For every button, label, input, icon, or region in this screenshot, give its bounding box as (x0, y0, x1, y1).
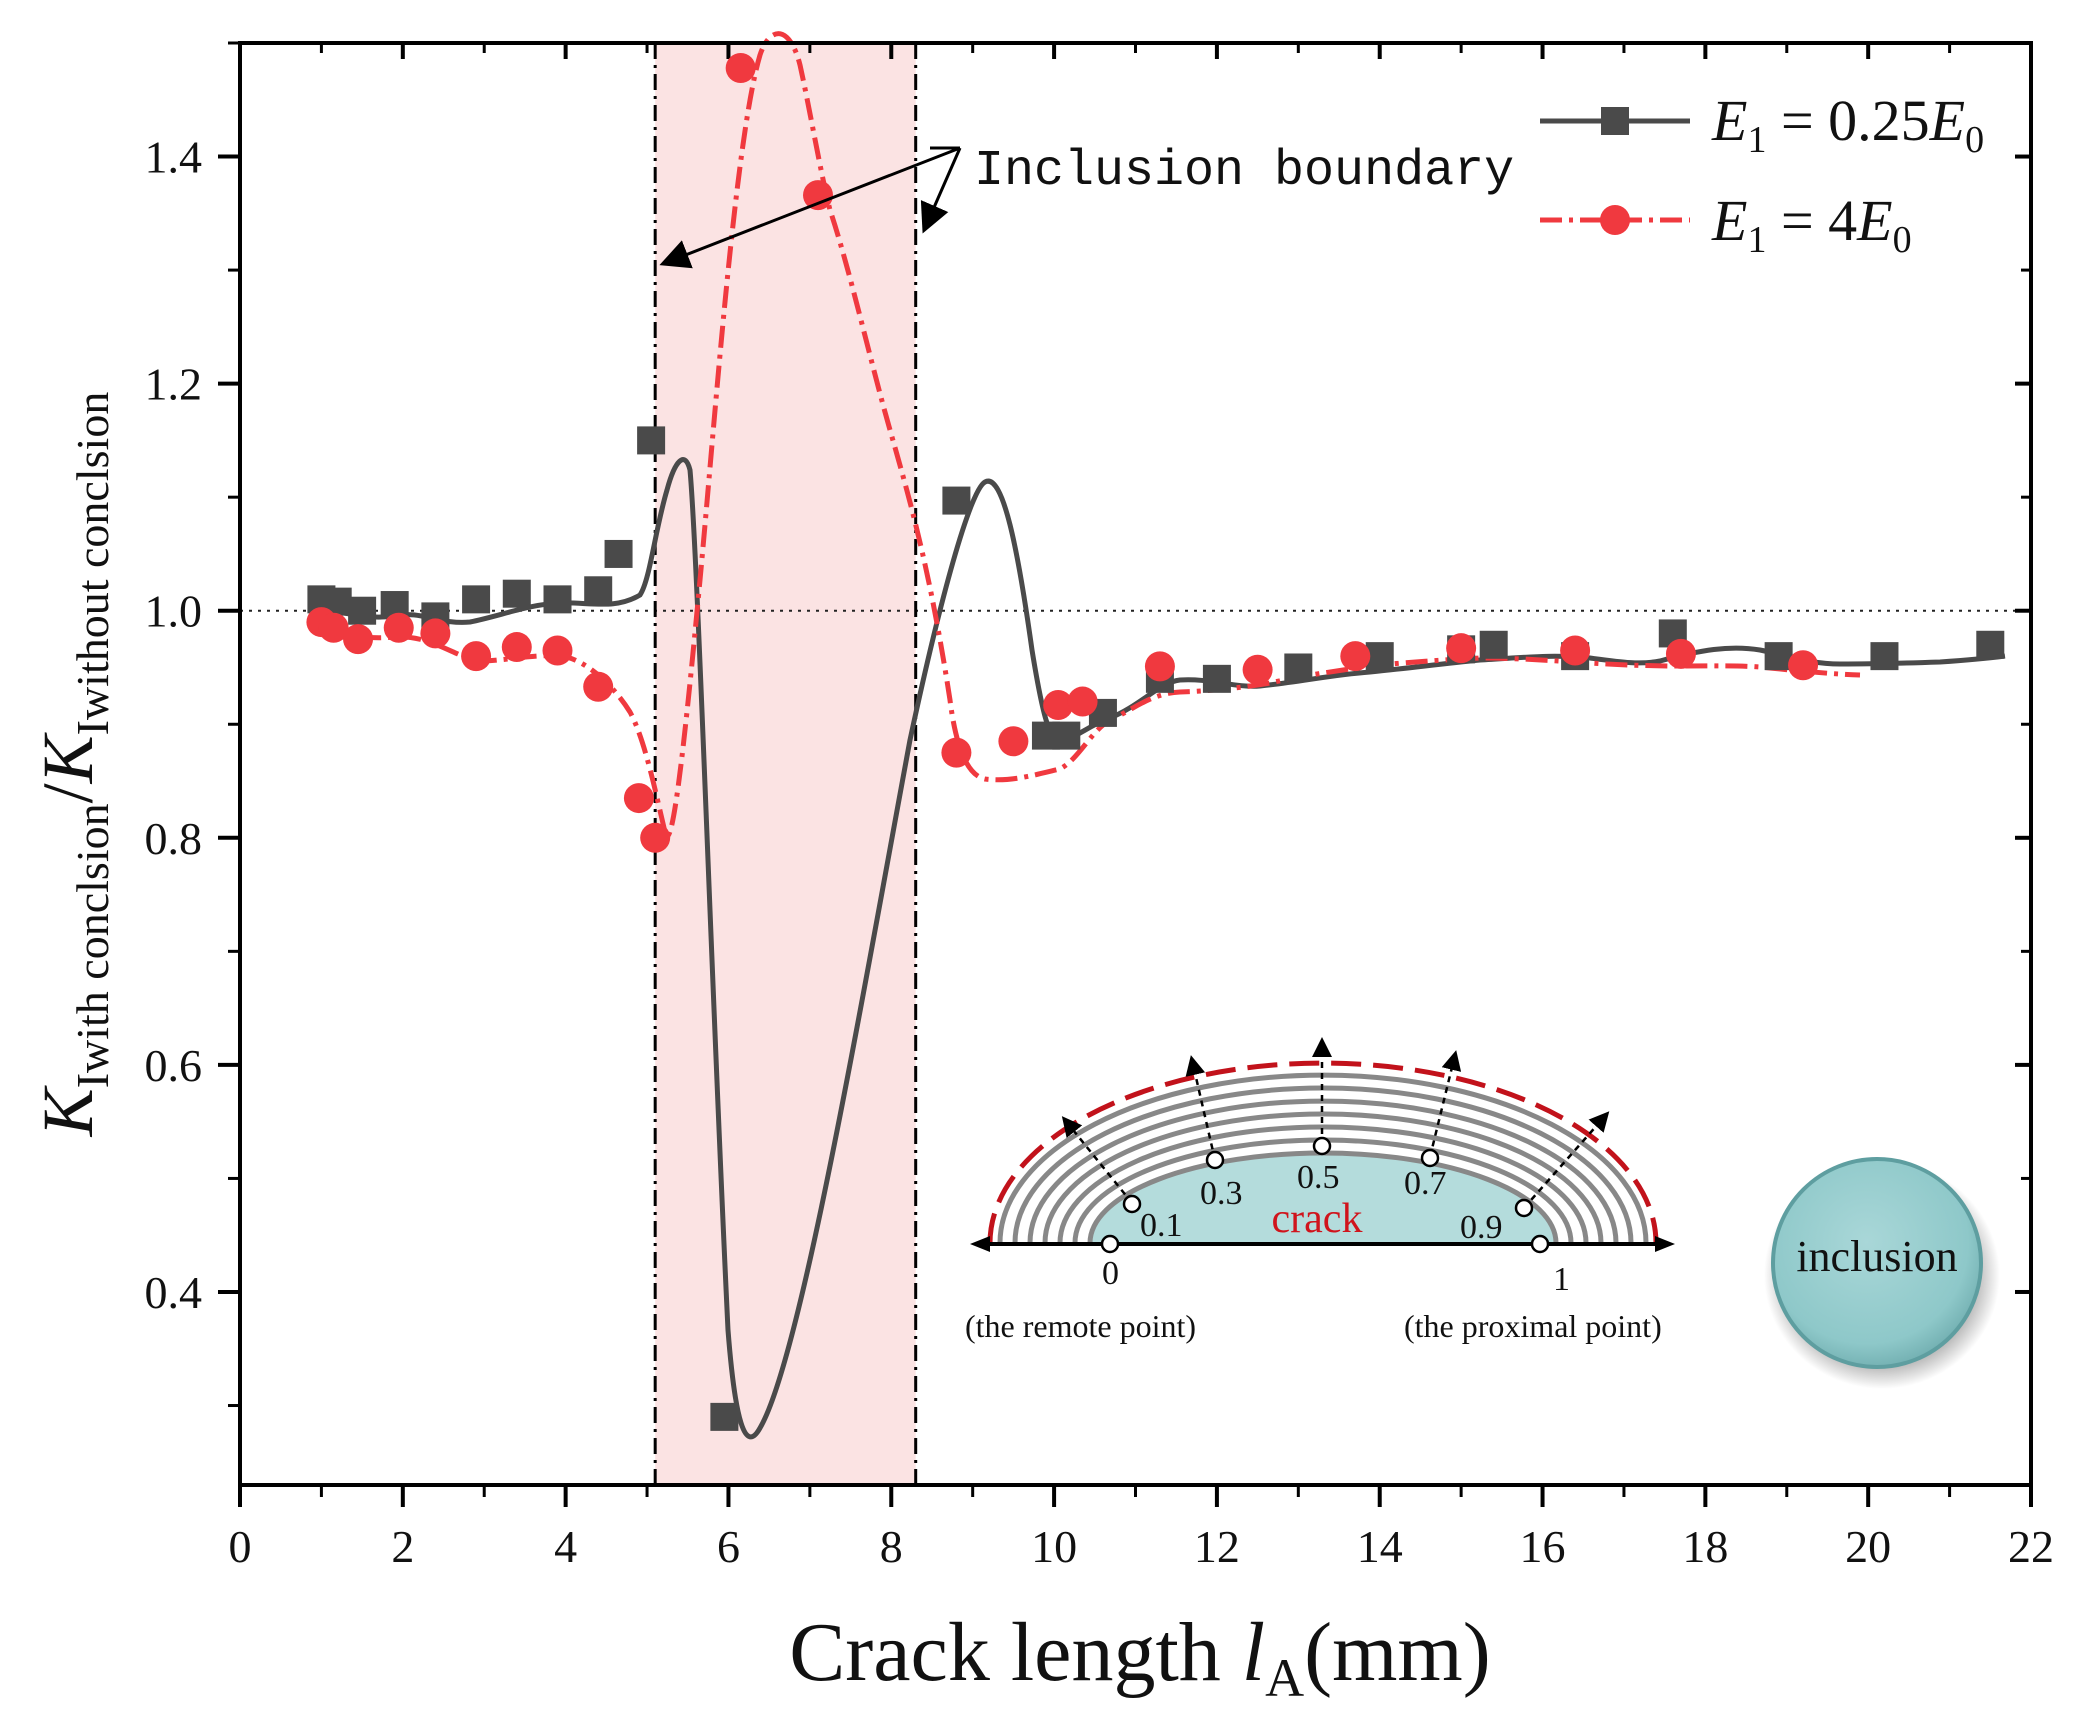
data-point-circle (998, 726, 1029, 757)
series-line-e1-4e0 (319, 31, 1861, 839)
data-point-square (710, 1402, 739, 1431)
inclusion-circle: inclusion (1764, 1157, 2000, 1389)
y-axis-label: KIwith conclsion/KIwithout conclsion (28, 392, 118, 1138)
data-point-circle (725, 52, 756, 83)
svg-text:0.5: 0.5 (1297, 1159, 1340, 1196)
data-point-circle (1788, 650, 1819, 681)
data-point-circle (941, 737, 972, 768)
legend-entry-e1-0.25e0: E1 = 0.25E0 (1540, 88, 1984, 161)
data-point-circle (1560, 635, 1591, 666)
data-point-square (502, 579, 531, 608)
inclusion-label: inclusion (1796, 1232, 1957, 1281)
data-point-circle (383, 612, 414, 643)
data-point-circle (542, 635, 573, 666)
data-point-square (1870, 642, 1899, 671)
data-point-square (1284, 653, 1313, 682)
x-tick-label: 12 (1194, 1521, 1240, 1572)
x-tick-label: 16 (1520, 1521, 1566, 1572)
svg-text:0.9: 0.9 (1460, 1209, 1503, 1246)
axes: 0 2 4 6 8 10 12 14 16 18 20 220.40.60.81.01.21.4 (145, 41, 2054, 1572)
data-point-circle (461, 641, 492, 672)
data-point-circle (1043, 689, 1074, 720)
x-tick-label: 6 (717, 1521, 740, 1572)
data-point-circle (1340, 641, 1371, 672)
x-axis-label: Crack length lA(mm) (789, 1606, 1491, 1708)
data-point-circle (583, 671, 614, 702)
y-tick-label: 1.0 (145, 586, 203, 637)
x-tick-label: 2 (391, 1521, 414, 1572)
data-point-square (348, 596, 377, 625)
inclusion-boundary-annotation: Inclusion boundary (659, 143, 1514, 269)
x-tick-label: 14 (1357, 1521, 1403, 1572)
data-point-square (1202, 664, 1231, 693)
data-point-circle (1665, 638, 1696, 669)
data-point-square (462, 585, 491, 614)
data-point-circle (420, 618, 451, 649)
y-tick-label: 0.4 (145, 1267, 203, 1318)
svg-text:E1 = 0.25E0: E1 = 0.25E0 (1711, 88, 1984, 161)
data-point-square (942, 486, 971, 515)
crack-inset-diagram: 0 0.1 0.3 0.5 0.7 0.9 1 crack (the remot… (965, 1037, 1675, 1344)
x-tick-label: 18 (1682, 1521, 1728, 1572)
data-point-square (543, 585, 572, 614)
proximal-point-label: (the proximal point) (1404, 1308, 1662, 1344)
data-point-square (1052, 721, 1081, 750)
x-tick-label: 22 (2008, 1521, 2054, 1572)
y-tick-label: 1.4 (145, 132, 203, 183)
crack-label: crack (1272, 1196, 1363, 1242)
svg-text:0: 0 (1102, 1255, 1119, 1292)
x-tick-label: 8 (880, 1521, 903, 1572)
data-point-circle (318, 612, 349, 643)
data-point-square (584, 576, 613, 605)
data-point-circle (501, 632, 532, 663)
remote-point-label: (the remote point) (965, 1308, 1196, 1344)
inclusion-region (655, 43, 916, 1485)
plot-frame (238, 41, 2033, 1487)
data-point-circle (803, 180, 834, 211)
data-point-circle (343, 624, 374, 655)
y-tick-label: 0.8 (145, 813, 203, 864)
y-tick-label: 0.6 (145, 1040, 203, 1091)
data-point-circle (1067, 686, 1098, 717)
data-point-square (1365, 642, 1394, 671)
annotation-label: Inclusion boundary (974, 143, 1514, 200)
svg-text:1: 1 (1553, 1261, 1570, 1298)
x-tick-label: 0 (229, 1521, 252, 1572)
series-markers-e1-4e0 (306, 52, 1819, 853)
data-point-square (1764, 642, 1793, 671)
svg-text:0.1: 0.1 (1140, 1207, 1183, 1244)
data-point-circle (623, 783, 654, 814)
legend: E1 = 0.25E0 E1 = 4E0 (1540, 88, 1984, 261)
data-point-square (637, 426, 666, 455)
data-point-circle (1242, 654, 1273, 685)
svg-text:0.7: 0.7 (1404, 1165, 1447, 1202)
x-tick-label: 20 (1845, 1521, 1891, 1572)
data-point-circle (1144, 651, 1175, 682)
x-tick-label: 10 (1031, 1521, 1077, 1572)
data-point-square (1479, 630, 1508, 659)
data-point-circle (1446, 633, 1477, 664)
svg-text:0.3: 0.3 (1200, 1175, 1243, 1212)
data-point-circle (640, 822, 671, 853)
data-point-square (604, 539, 633, 568)
series-line-e1-0.25e0 (319, 457, 2006, 1440)
x-tick-label: 4 (554, 1521, 577, 1572)
data-point-square (1976, 630, 2005, 659)
svg-text:E1 = 4E0: E1 = 4E0 (1711, 188, 1912, 261)
series-markers-e1-0.25e0 (307, 426, 2005, 1431)
y-tick-label: 1.2 (145, 359, 203, 410)
legend-entry-e1-4e0: E1 = 4E0 (1540, 188, 1912, 261)
